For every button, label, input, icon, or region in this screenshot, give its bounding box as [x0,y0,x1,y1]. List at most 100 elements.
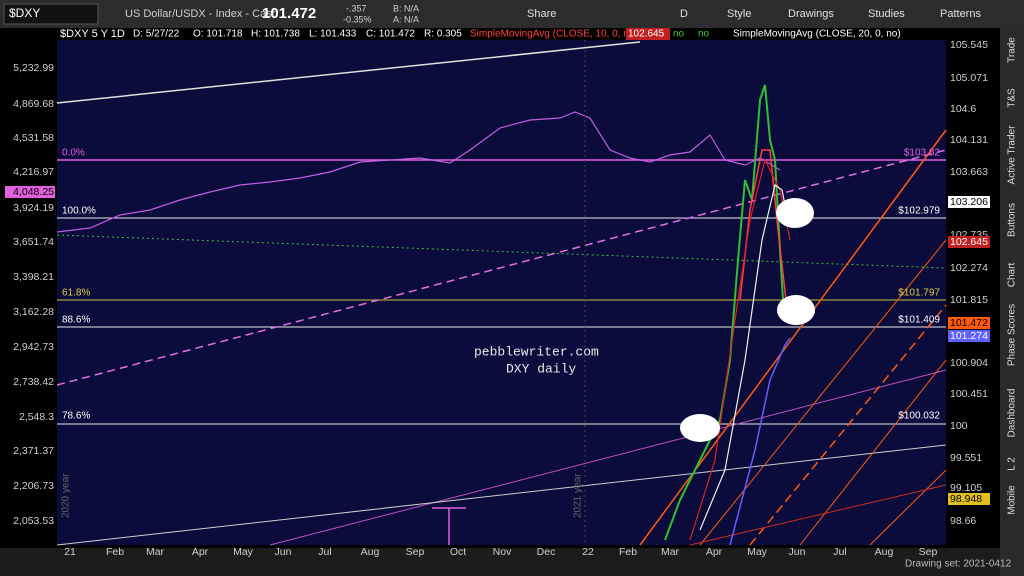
side-tab[interactable]: Active Trader [1007,125,1018,185]
right-axis-label: 98.948 [950,493,982,505]
ohlc-field: O: 101.718 [193,29,243,40]
ask: A: N/A [393,14,419,24]
fib-price: $101.409 [898,315,940,326]
ohlc-field: H: 101.738 [251,29,300,40]
right-axis-label: 104.6 [950,103,976,115]
left-axis-label: 2,053.53 [13,515,54,527]
left-axis-label: 2,548.3 [19,411,54,423]
toolbar-button[interactable]: Patterns [940,8,981,20]
fib-percent: 0.0% [62,148,85,159]
right-axis-label: 102.274 [950,262,988,274]
fib-percent: 100.0% [62,206,96,217]
left-axis-label: 4,531.58 [13,132,54,144]
x-axis-label: Jul [833,546,846,558]
last-price: 101.472 [262,5,316,22]
side-tab[interactable]: Buttons [1007,203,1018,237]
highlight-circle [680,414,720,442]
side-tab[interactable]: Chart [1007,263,1018,288]
price-tag [948,317,990,329]
x-axis-label: Apr [192,546,209,558]
right-axis-label: 104.131 [950,134,988,146]
highlight-circle [776,198,814,228]
right-axis-label: 102.645 [950,236,988,248]
year-label: 2020 year [61,473,72,518]
fib-percent: 61.8% [62,288,90,299]
x-axis-label: May [233,546,254,558]
left-axis-label: 2,371.37 [13,445,54,457]
right-axis-label: 101.472 [950,317,988,329]
x-axis-label: Jun [275,546,292,558]
right-axis-label: 100.451 [950,388,988,400]
left-axis-label: 3,162.28 [13,306,54,318]
right-axis-label: 99.551 [950,452,982,464]
study-flag: no [673,29,685,40]
year-label: 2021 year [573,473,584,518]
drawing-set[interactable]: Drawing set: 2021-0412 [905,559,1012,570]
right-axis-label: 105.071 [950,72,988,84]
fib-percent: 88.6% [62,315,90,326]
x-axis-label: 22 [582,546,594,558]
channel-line [269,369,947,546]
price-tag [948,330,990,342]
x-axis-label: Dec [537,546,556,558]
trend-line [56,41,641,104]
study-flag: no [698,29,710,40]
sma-10 [689,158,791,541]
toolbar-button[interactable]: Style [727,8,751,20]
side-tabs [1000,28,1024,576]
price-tag [948,236,990,248]
x-axis-label: Sep [919,546,938,558]
side-tab[interactable]: Mobile [1007,485,1018,515]
left-axis-label: 3,651.74 [13,236,54,248]
marker [432,507,466,545]
x-axis-label: Aug [361,546,380,558]
x-axis-label: Sep [406,546,425,558]
toolbar-button[interactable]: D [680,8,688,20]
fib-price: $102.979 [898,206,940,217]
right-axis-label: 100 [950,420,968,432]
channel-line [56,149,947,386]
left-axis-label: 2,738.42 [13,376,54,388]
right-axis-label: 103.206 [950,196,988,208]
x-axis-label: Mar [146,546,165,558]
plot-area [57,40,946,545]
price-tag [5,186,55,198]
toolbar-button[interactable]: Share [527,8,556,20]
side-tab[interactable]: Dashboard [1007,389,1018,438]
x-axis-label: Mar [661,546,680,558]
ohlc-field: R: 0.305 [424,29,462,40]
ohlc-field: L: 101.433 [309,29,357,40]
side-tab[interactable]: T&S [1007,88,1018,108]
price-tag [948,196,990,208]
description: US Dollar/USDX - Index - Cash [125,8,278,20]
x-axis-label: Jul [318,546,331,558]
toolbar-button[interactable]: Studies [868,8,905,20]
highlight-circle [777,295,815,325]
x-axis-label: May [747,546,768,558]
change-percent: -0.35% [343,14,372,24]
side-tab[interactable]: L 2 [1007,457,1018,471]
right-axis-label: 100.904 [950,357,988,369]
right-axis-label: 98.66 [950,515,976,527]
ohlc-field: C: 101.472 [366,29,415,40]
price-tag [948,493,990,505]
x-axis-label: Nov [493,546,512,558]
x-axis-label: Aug [875,546,894,558]
right-axis-label: 99.105 [950,482,982,494]
x-axis-label: Feb [619,546,637,558]
right-axis-label: 101.274 [950,330,988,342]
left-axis-label: 5,232.99 [13,62,54,74]
study-value-box [626,28,670,40]
symbol-box[interactable] [3,3,99,25]
x-axis-label: Apr [706,546,723,558]
toolbar-button[interactable]: Drawings [788,8,834,20]
right-axis-label: 103.663 [950,166,988,178]
x-axis-label: Oct [450,546,466,558]
left-axis-label: 2,942.73 [13,341,54,353]
side-tab[interactable]: Phase Scores [1007,304,1018,366]
left-axis-label: 2,206.73 [13,480,54,492]
side-tab[interactable]: Trade [1007,37,1018,63]
ohlc-field: D: 5/27/22 [133,29,180,40]
left-axis-label: 3,924.19 [13,202,54,214]
fib-price: $101.797 [898,288,940,299]
